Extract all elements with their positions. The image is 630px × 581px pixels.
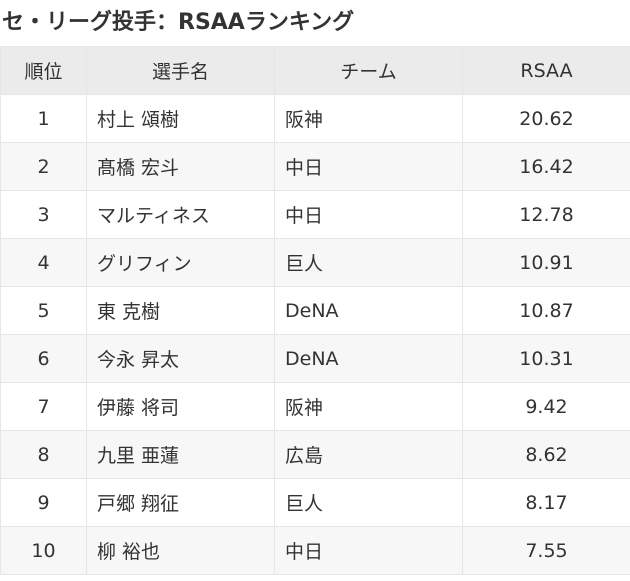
rsaa-cell: 10.87 — [462, 286, 630, 335]
table-row: 6 今永 昇太 DeNA 10.31 — [0, 334, 630, 383]
table-row: 2 髙橋 宏斗 中日 16.42 — [0, 142, 630, 191]
table-row: 9 戸郷 翔征 巨人 8.17 — [0, 478, 630, 527]
rsaa-cell: 20.62 — [462, 94, 630, 143]
rank-cell: 9 — [0, 478, 87, 527]
table-body: 1 村上 頌樹 阪神 20.62 2 髙橋 宏斗 中日 16.42 3 マルティ… — [0, 94, 630, 575]
rsaa-cell: 12.78 — [462, 190, 630, 239]
player-cell: 今永 昇太 — [86, 334, 275, 383]
team-cell: 中日 — [274, 526, 463, 575]
table-row: 3 マルティネス 中日 12.78 — [0, 190, 630, 239]
rank-cell: 6 — [0, 334, 87, 383]
player-cell: 柳 裕也 — [86, 526, 275, 575]
player-cell: 戸郷 翔征 — [86, 478, 275, 527]
player-cell: マルティネス — [86, 190, 275, 239]
rank-cell: 8 — [0, 430, 87, 479]
team-cell: 中日 — [274, 190, 463, 239]
table-header: 順位 選手名 チーム RSAA — [0, 46, 630, 95]
rsaa-cell: 10.31 — [462, 334, 630, 383]
rsaa-cell: 9.42 — [462, 382, 630, 431]
table-row: 5 東 克樹 DeNA 10.87 — [0, 286, 630, 335]
player-cell: 髙橋 宏斗 — [86, 142, 275, 191]
table-row: 10 柳 裕也 中日 7.55 — [0, 526, 630, 575]
table-row: 4 グリフィン 巨人 10.91 — [0, 238, 630, 287]
player-cell: 東 克樹 — [86, 286, 275, 335]
rsaa-cell: 16.42 — [462, 142, 630, 191]
header-row: 順位 選手名 チーム RSAA — [0, 46, 630, 95]
team-cell: 巨人 — [274, 478, 463, 527]
rsaa-cell: 10.91 — [462, 238, 630, 287]
ranking-table: 順位 選手名 チーム RSAA 1 村上 頌樹 阪神 20.62 2 髙橋 宏斗… — [0, 46, 630, 575]
team-cell: DeNA — [274, 286, 463, 335]
rank-cell: 5 — [0, 286, 87, 335]
rsaa-cell: 8.17 — [462, 478, 630, 527]
header-rsaa: RSAA — [462, 46, 630, 95]
team-cell: DeNA — [274, 334, 463, 383]
player-cell: 伊藤 将司 — [86, 382, 275, 431]
table-row: 1 村上 頌樹 阪神 20.62 — [0, 94, 630, 143]
player-cell: グリフィン — [86, 238, 275, 287]
team-cell: 広島 — [274, 430, 463, 479]
rank-cell: 10 — [0, 526, 87, 575]
team-cell: 阪神 — [274, 382, 463, 431]
rsaa-cell: 7.55 — [462, 526, 630, 575]
team-cell: 中日 — [274, 142, 463, 191]
table-row: 7 伊藤 将司 阪神 9.42 — [0, 382, 630, 431]
rank-cell: 3 — [0, 190, 87, 239]
header-rank: 順位 — [0, 46, 87, 95]
rank-cell: 2 — [0, 142, 87, 191]
rsaa-cell: 8.62 — [462, 430, 630, 479]
player-cell: 村上 頌樹 — [86, 94, 275, 143]
player-cell: 九里 亜蓮 — [86, 430, 275, 479]
header-team: チーム — [274, 46, 463, 95]
rank-cell: 4 — [0, 238, 87, 287]
rank-cell: 1 — [0, 94, 87, 143]
team-cell: 巨人 — [274, 238, 463, 287]
page-title: セ・リーグ投手：RSAAランキング — [2, 10, 355, 35]
table-row: 8 九里 亜蓮 広島 8.62 — [0, 430, 630, 479]
rank-cell: 7 — [0, 382, 87, 431]
team-cell: 阪神 — [274, 94, 463, 143]
header-player: 選手名 — [86, 46, 275, 95]
